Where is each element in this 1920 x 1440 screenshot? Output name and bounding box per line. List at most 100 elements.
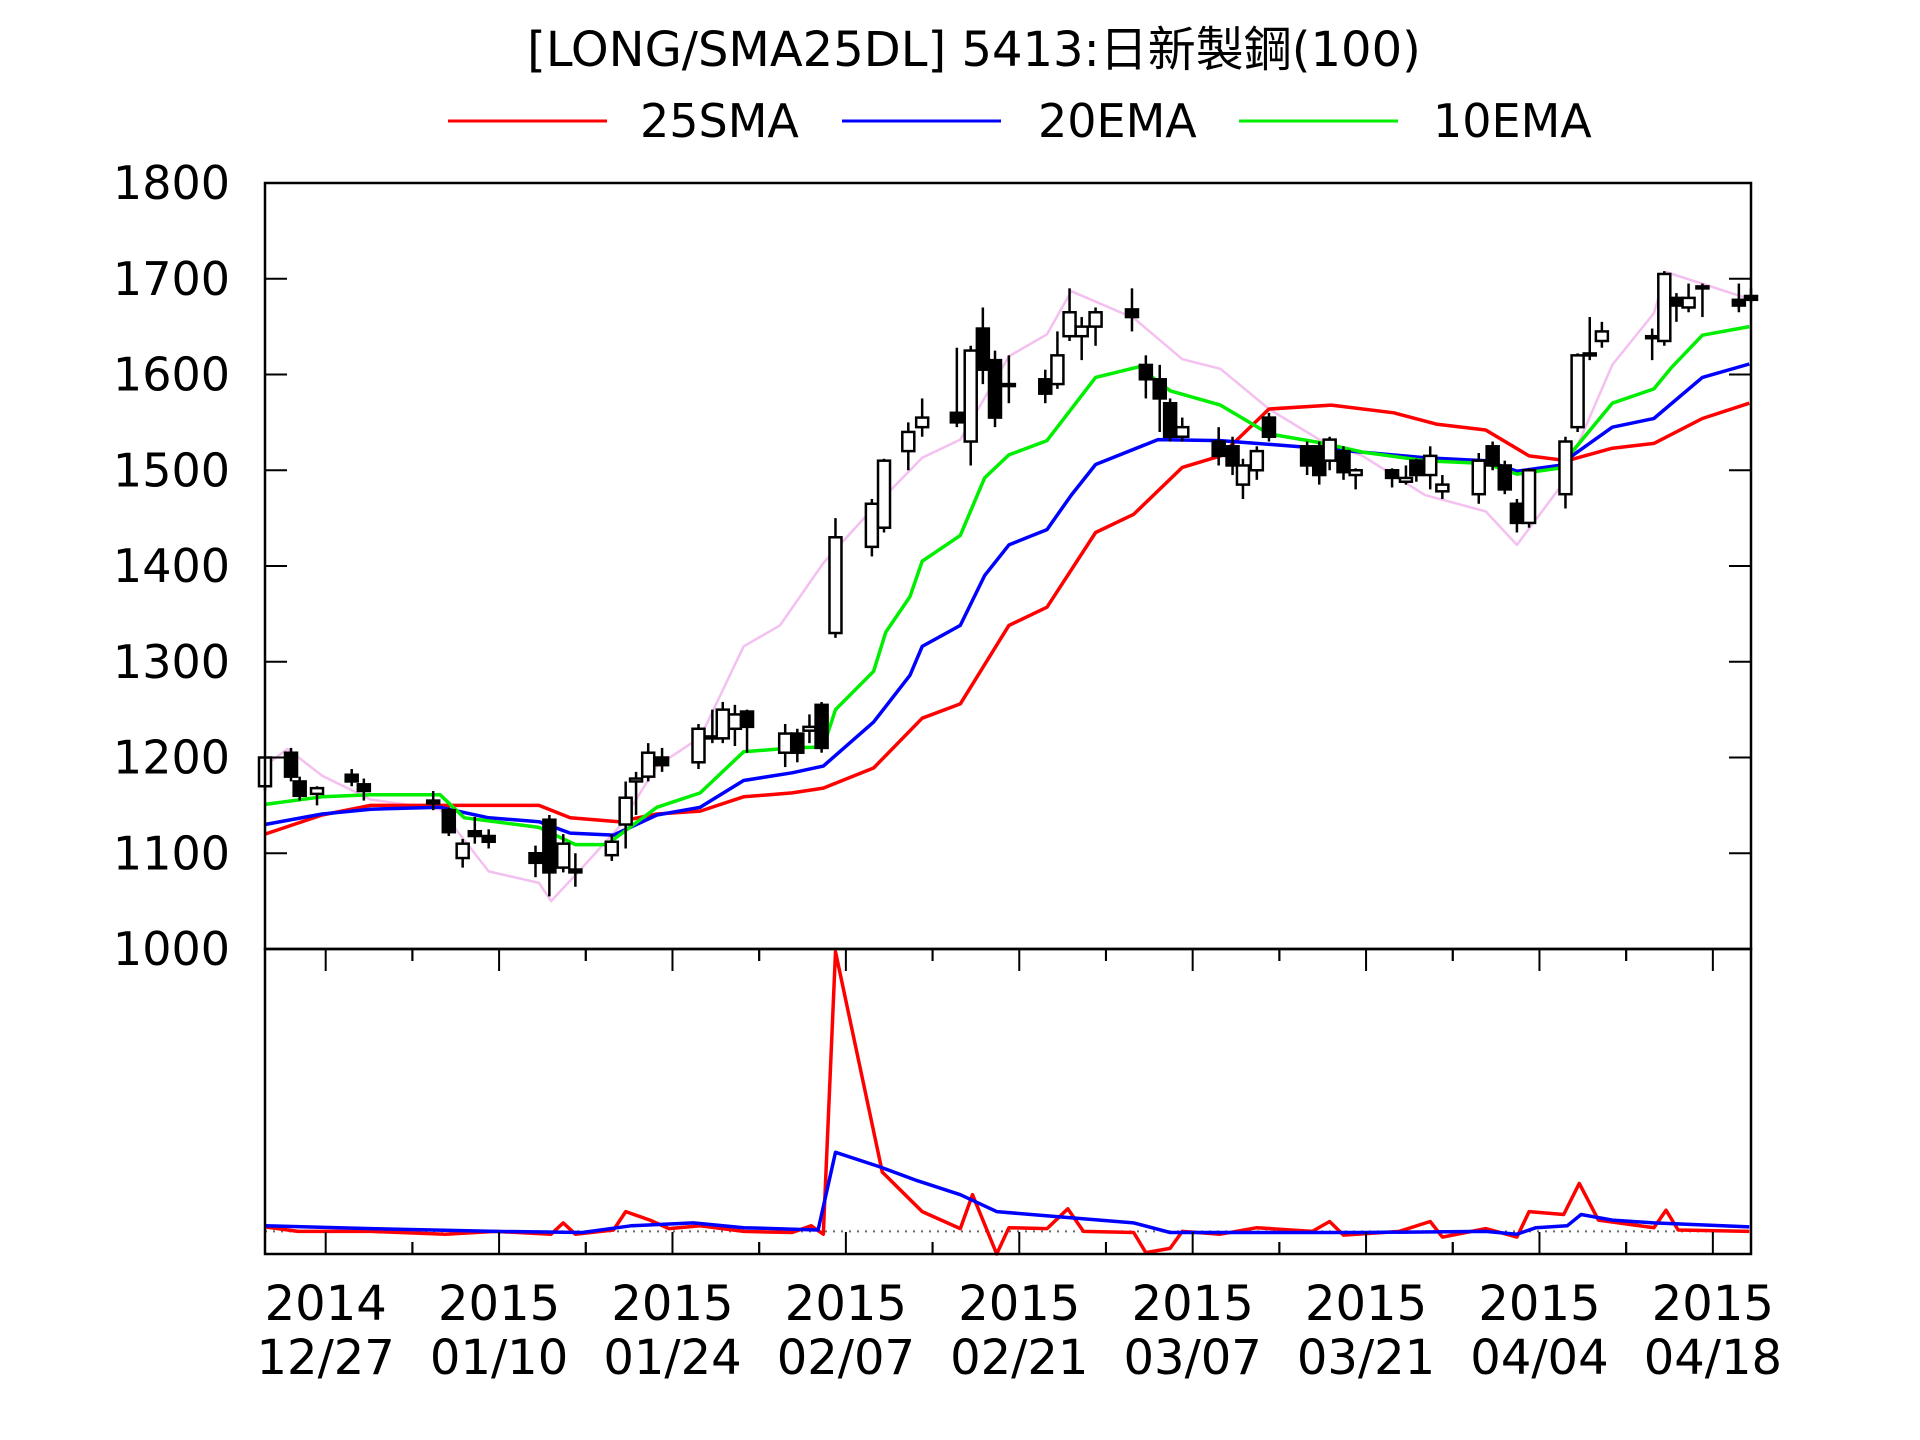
candlestick [987,350,1003,428]
x-tick-year: 2015 [438,1276,560,1332]
legend-label-10ema: 10EMA [1433,94,1592,148]
candle-body-down [739,710,755,729]
candlestick [1731,283,1747,313]
candle-body-down [1731,298,1747,307]
candle-body-up [1348,469,1363,477]
candle-body-down [528,852,543,865]
candlestick [1124,288,1140,332]
candle-body-down [987,358,1003,419]
candle-body-up [1398,476,1414,483]
candlestick [1582,317,1597,361]
candlestick [1435,475,1450,499]
x-tick-date: 04/04 [1470,1330,1608,1386]
candle-body-up [1050,354,1065,386]
candlestick [814,701,829,753]
candle-body-down [654,756,670,767]
candlestick [1336,446,1351,480]
candlestick [628,771,644,815]
x-tick-year: 2014 [265,1276,387,1332]
indicator-line-red [264,950,1750,1256]
legend-label-20ema: 20EMA [1038,94,1197,148]
candlestick [1261,412,1277,442]
legend-label-25sma: 25SMA [640,94,799,148]
candle-body-up [1074,325,1089,338]
candlestick [1249,446,1265,480]
x-tick-year: 2015 [1652,1276,1774,1332]
candlestick [1657,271,1672,346]
candle-body-down [1336,449,1351,474]
candle-body-up [1471,459,1487,496]
candlestick [777,723,793,768]
candlestick [914,398,930,437]
candlestick [963,345,978,466]
candlestick [1521,468,1537,528]
candle-body-down [283,751,299,778]
candlestick [555,834,571,873]
candlestick [481,829,496,849]
candle-body-up [309,786,325,796]
candle-body-up [1521,469,1537,525]
candlestick [1299,441,1315,476]
candlestick [455,838,470,868]
candlestick [1409,458,1424,482]
y-tick-label: 1800 [113,156,230,210]
candle-body-up [802,725,817,732]
candlestick [1570,353,1585,432]
candle-body-up [1062,311,1077,338]
candle-body-up [963,349,978,443]
plot-frames [263,181,1753,1256]
candlestick [640,743,656,782]
series-line-25sma [264,401,1750,836]
x-tick-year: 2015 [1478,1276,1600,1332]
x-tick-date: 02/07 [777,1330,915,1386]
chart-title: [LONG/SMA25DL] 5413:日新製鋼(100) [527,22,1421,78]
candlestick [1681,283,1696,313]
candle-body-down [949,411,965,424]
candle-body-up [1175,425,1190,438]
candle-body-down [356,783,372,793]
candle-body-up [1558,440,1573,496]
x-tick-year: 2015 [958,1276,1080,1332]
y-tick-label: 1100 [113,826,230,880]
candlestick [292,776,307,801]
candlestick [975,307,991,385]
candle-body-down [1485,445,1500,467]
candle-body-down [292,780,307,798]
candle-body-up [1594,330,1610,343]
x-tick-date: 01/24 [603,1330,741,1386]
candle-body-down [1509,502,1525,525]
x-tick-date: 03/07 [1124,1330,1262,1386]
candlestick [715,701,731,744]
candle-body-up [1422,454,1438,477]
candlestick [790,728,805,763]
y-axis-labels: 1000 1100 1200 1300 1400 1500 1600 1700 1800 [113,156,230,976]
x-tick-date: 04/18 [1644,1330,1782,1386]
candlestick [901,422,916,471]
x-tick-date: 01/10 [430,1330,568,1386]
candlestick [864,498,880,557]
y-tick-label: 1400 [113,539,230,593]
candlestick [1509,498,1525,533]
candlestick [1062,288,1077,341]
candlestick [1384,468,1400,488]
series-line-envelope [264,270,1750,903]
indicator-line-blue [264,1150,1750,1236]
candle-body-down [542,818,557,874]
candle-body-up [1644,334,1660,340]
candlestick [1398,465,1414,485]
x-tick-year: 2015 [785,1276,907,1332]
candle-body-down [1211,440,1226,458]
candlestick [1471,453,1487,504]
candlestick [1088,307,1103,346]
candle-body-up [828,536,843,635]
candlestick [467,816,483,844]
candlestick [344,768,359,787]
candle-body-down [1384,469,1400,480]
candlestick [1644,328,1660,361]
candle-body-down [975,327,991,371]
candlestick [1485,441,1500,471]
candle-body-up [1695,285,1710,290]
candlestick [1001,355,1017,404]
candle-body-up [901,430,916,453]
y-tick-label: 1600 [113,348,230,402]
